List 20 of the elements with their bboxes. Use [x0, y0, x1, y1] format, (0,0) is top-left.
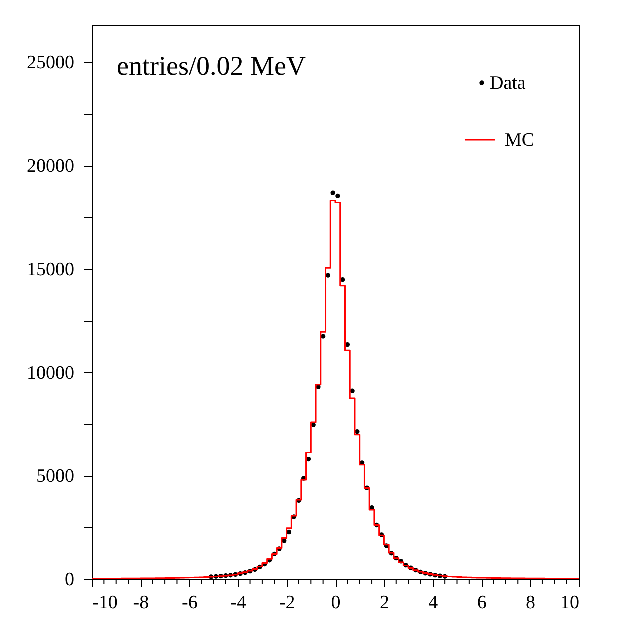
- y-tick-label: 10000: [27, 362, 74, 384]
- x-tick-label: 8: [526, 592, 536, 614]
- x-tick-label: -8: [133, 592, 150, 614]
- y-axis-title: entries/0.02 MeV: [117, 51, 306, 81]
- x-tick-label: -10: [92, 592, 118, 614]
- y-tick-label: 20000: [27, 156, 74, 178]
- x-tick-label: -6: [182, 592, 198, 614]
- y-tick-label: 5000: [36, 466, 74, 488]
- x-tick-label: 4: [428, 592, 439, 614]
- legend-label: Data: [490, 73, 526, 94]
- x-tick-label: 10: [560, 592, 580, 614]
- x-tick-label: 2: [380, 592, 390, 614]
- x-tick-label: 0: [331, 592, 341, 614]
- x-tick-label: -4: [230, 592, 248, 614]
- x-tick-label: -2: [279, 592, 296, 614]
- y-tick-label: 25000: [27, 52, 74, 74]
- x-tick-label: 6: [477, 592, 487, 614]
- legend-label: MC: [504, 130, 535, 151]
- y-tick-label: 15000: [27, 259, 74, 280]
- y-tick-label: 0: [65, 570, 74, 590]
